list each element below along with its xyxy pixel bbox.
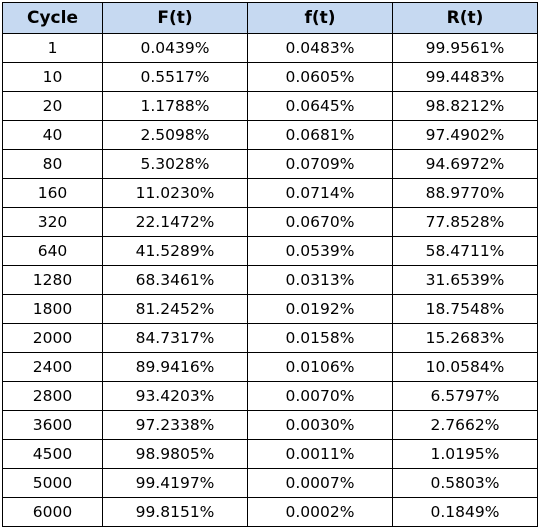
cell-failure-density: 0.0709% xyxy=(247,149,393,179)
cell-cumulative-failure: 41.5289% xyxy=(102,236,248,266)
cell-cumulative-failure: 98.9805% xyxy=(102,439,248,469)
cell-failure-density: 0.0030% xyxy=(247,410,393,440)
header-failure-density: f(t) xyxy=(247,2,393,34)
cell-reliability: 99.4483% xyxy=(392,62,538,92)
cell-reliability: 31.6539% xyxy=(392,265,538,295)
table-row: 1280 68.3461% 0.0313% 31.6539% xyxy=(2,265,538,295)
header-cycle: Cycle xyxy=(2,2,103,34)
cell-reliability: 94.6972% xyxy=(392,149,538,179)
cell-reliability: 88.9770% xyxy=(392,178,538,208)
cell-failure-density: 0.0605% xyxy=(247,62,393,92)
cell-failure-density: 0.0158% xyxy=(247,323,393,353)
cell-failure-density: 0.0670% xyxy=(247,207,393,237)
table-row: 160 11.0230% 0.0714% 88.9770% xyxy=(2,178,538,208)
cell-failure-density: 0.0002% xyxy=(247,497,393,527)
cell-cycle: 1280 xyxy=(2,265,103,295)
cell-cumulative-failure: 84.7317% xyxy=(102,323,248,353)
cell-cycle: 6000 xyxy=(2,497,103,527)
cell-cumulative-failure: 11.0230% xyxy=(102,178,248,208)
cell-reliability: 6.5797% xyxy=(392,381,538,411)
table-row: 20 1.1788% 0.0645% 98.8212% xyxy=(2,91,538,121)
table-row: 2800 93.4203% 0.0070% 6.5797% xyxy=(2,381,538,411)
cell-reliability: 98.8212% xyxy=(392,91,538,121)
cell-reliability: 18.7548% xyxy=(392,294,538,324)
cell-reliability: 97.4902% xyxy=(392,120,538,150)
cell-reliability: 99.9561% xyxy=(392,33,538,63)
cell-cycle: 640 xyxy=(2,236,103,266)
cell-failure-density: 0.0714% xyxy=(247,178,393,208)
cell-cumulative-failure: 1.1788% xyxy=(102,91,248,121)
cell-failure-density: 0.0070% xyxy=(247,381,393,411)
cell-cycle: 5000 xyxy=(2,468,103,498)
cell-reliability: 15.2683% xyxy=(392,323,538,353)
cell-cumulative-failure: 68.3461% xyxy=(102,265,248,295)
cell-cycle: 40 xyxy=(2,120,103,150)
cell-cycle: 10 xyxy=(2,62,103,92)
cell-failure-density: 0.0192% xyxy=(247,294,393,324)
table-row: 80 5.3028% 0.0709% 94.6972% xyxy=(2,149,538,179)
table-row: 6000 99.8151% 0.0002% 0.1849% xyxy=(2,497,538,527)
cell-failure-density: 0.0645% xyxy=(247,91,393,121)
table-row: 640 41.5289% 0.0539% 58.4711% xyxy=(2,236,538,266)
cell-failure-density: 0.0483% xyxy=(247,33,393,63)
table-row: 10 0.5517% 0.0605% 99.4483% xyxy=(2,62,538,92)
cell-cumulative-failure: 97.2338% xyxy=(102,410,248,440)
cell-cumulative-failure: 2.5098% xyxy=(102,120,248,150)
cell-cycle: 3600 xyxy=(2,410,103,440)
cell-cycle: 4500 xyxy=(2,439,103,469)
table-row: 2000 84.7317% 0.0158% 15.2683% xyxy=(2,323,538,353)
cell-cumulative-failure: 93.4203% xyxy=(102,381,248,411)
cell-cycle: 20 xyxy=(2,91,103,121)
cell-reliability: 1.0195% xyxy=(392,439,538,469)
cell-cycle: 1800 xyxy=(2,294,103,324)
header-reliability: R(t) xyxy=(392,2,538,34)
cell-cycle: 2800 xyxy=(2,381,103,411)
cell-cumulative-failure: 99.4197% xyxy=(102,468,248,498)
table-row: 5000 99.4197% 0.0007% 0.5803% xyxy=(2,468,538,498)
table-row: 2400 89.9416% 0.0106% 10.0584% xyxy=(2,352,538,382)
cell-failure-density: 0.0011% xyxy=(247,439,393,469)
cell-cumulative-failure: 89.9416% xyxy=(102,352,248,382)
table-row: 1 0.0439% 0.0483% 99.9561% xyxy=(2,33,538,63)
cell-reliability: 2.7662% xyxy=(392,410,538,440)
cell-reliability: 10.0584% xyxy=(392,352,538,382)
table-row: 40 2.5098% 0.0681% 97.4902% xyxy=(2,120,538,150)
cell-cycle: 320 xyxy=(2,207,103,237)
cell-failure-density: 0.0313% xyxy=(247,265,393,295)
cell-reliability: 58.4711% xyxy=(392,236,538,266)
table-row: 3600 97.2338% 0.0030% 2.7662% xyxy=(2,410,538,440)
cell-cycle: 2000 xyxy=(2,323,103,353)
cell-failure-density: 0.0007% xyxy=(247,468,393,498)
cell-cycle: 160 xyxy=(2,178,103,208)
cell-cycle: 1 xyxy=(2,33,103,63)
header-cumulative-failure: F(t) xyxy=(102,2,248,34)
table-row: 320 22.1472% 0.0670% 77.8528% xyxy=(2,207,538,237)
cell-reliability: 77.8528% xyxy=(392,207,538,237)
cell-cumulative-failure: 99.8151% xyxy=(102,497,248,527)
cell-reliability: 0.5803% xyxy=(392,468,538,498)
table-header-row: Cycle F(t) f(t) R(t) xyxy=(2,2,538,34)
cell-cumulative-failure: 22.1472% xyxy=(102,207,248,237)
table-row: 4500 98.9805% 0.0011% 1.0195% xyxy=(2,439,538,469)
cell-cumulative-failure: 0.5517% xyxy=(102,62,248,92)
cell-cumulative-failure: 0.0439% xyxy=(102,33,248,63)
table-row: 1800 81.2452% 0.0192% 18.7548% xyxy=(2,294,538,324)
cell-cumulative-failure: 5.3028% xyxy=(102,149,248,179)
cell-reliability: 0.1849% xyxy=(392,497,538,527)
cell-cycle: 80 xyxy=(2,149,103,179)
cell-failure-density: 0.0681% xyxy=(247,120,393,150)
cell-cumulative-failure: 81.2452% xyxy=(102,294,248,324)
cell-cycle: 2400 xyxy=(2,352,103,382)
cell-failure-density: 0.0106% xyxy=(247,352,393,382)
cell-failure-density: 0.0539% xyxy=(247,236,393,266)
table-body: 1 0.0439% 0.0483% 99.9561% 10 0.5517% 0.0605% 9… xyxy=(2,33,538,527)
